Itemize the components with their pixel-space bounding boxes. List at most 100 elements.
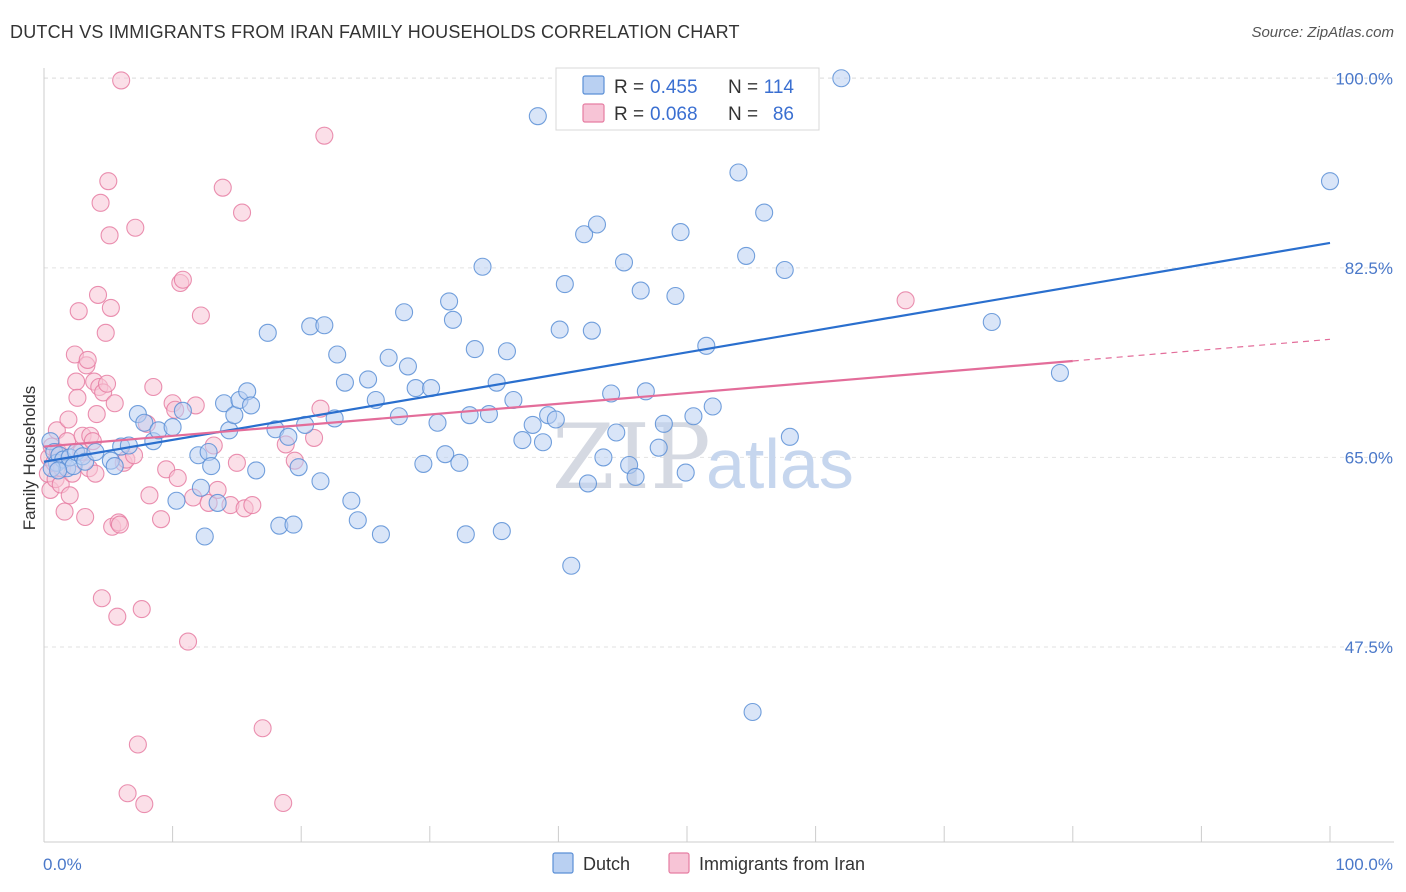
point-iran-12 [59, 410, 78, 429]
point-dutch-15 [105, 457, 124, 476]
point-dutch-114 [1050, 363, 1069, 382]
point-dutch-111 [780, 427, 799, 446]
point-dutch-109 [755, 203, 774, 222]
chart-title: DUTCH VS IMMIGRANTS FROM IRAN FAMILY HOU… [10, 22, 740, 42]
point-dutch-108 [743, 702, 762, 722]
point-iran-37 [99, 172, 118, 191]
point-dutch-78 [523, 415, 542, 434]
point-dutch-102 [676, 463, 695, 482]
stats-dutch-n-label: N = [728, 77, 758, 98]
source-credit: Source: ZipAtlas.com [1251, 24, 1394, 41]
point-dutch-90 [594, 448, 613, 467]
point-dutch-12 [49, 461, 68, 480]
point-dutch-24 [173, 401, 192, 420]
point-iran-39 [101, 298, 120, 317]
point-dutch-47 [315, 316, 334, 335]
point-dutch-43 [289, 458, 308, 477]
point-dutch-80 [533, 433, 553, 452]
y-tick-label-0: 47.5% [1345, 638, 1393, 657]
point-dutch-50 [335, 373, 354, 392]
point-dutch-101 [671, 223, 690, 242]
legend-swatch-iran [668, 852, 690, 874]
point-iran-17 [68, 388, 87, 407]
point-iran-74 [232, 203, 252, 222]
point-iran-55 [140, 486, 159, 505]
data-points [38, 69, 1340, 814]
point-iran-38 [100, 226, 119, 245]
point-iran-77 [253, 719, 272, 738]
point-dutch-33 [225, 406, 244, 425]
point-iran-32 [91, 193, 110, 212]
point-dutch-51 [342, 491, 361, 510]
point-dutch-66 [443, 310, 462, 329]
point-dutch-110 [775, 260, 794, 280]
point-iran-57 [151, 510, 171, 529]
point-dutch-89 [587, 215, 607, 234]
point-dutch-77 [513, 431, 532, 450]
point-iran-33 [92, 589, 111, 608]
trendline-dutch [43, 241, 1331, 463]
stats-dutch-r-value: 0.455 [650, 77, 698, 98]
grid-lines [44, 77, 1394, 648]
point-dutch-55 [371, 525, 390, 544]
point-dutch-82 [546, 410, 565, 429]
point-iran-18 [69, 302, 88, 321]
point-iran-36 [97, 374, 117, 393]
point-dutch-115 [1320, 172, 1340, 191]
trend-lines [43, 241, 1331, 463]
point-dutch-68 [456, 525, 475, 544]
point-iran-83 [315, 126, 334, 145]
point-dutch-95 [626, 467, 645, 486]
point-iran-63 [173, 270, 192, 289]
point-dutch-61 [414, 454, 433, 473]
point-dutch-91 [602, 384, 621, 403]
point-dutch-70 [465, 340, 484, 359]
point-dutch-38 [258, 323, 277, 342]
point-dutch-65 [440, 292, 459, 311]
stats-iran-n-value: 86 [773, 104, 794, 125]
point-dutch-56 [379, 348, 398, 367]
point-dutch-53 [359, 370, 378, 389]
point-iran-67 [191, 306, 210, 325]
stats-swatch-dutch [582, 75, 605, 95]
point-iran-42 [108, 607, 127, 626]
point-iran-10 [55, 502, 74, 521]
point-iran-53 [135, 795, 154, 814]
point-dutch-63 [428, 413, 447, 432]
stats-iran-r-label: R = [614, 104, 644, 125]
point-dutch-88 [582, 321, 601, 340]
legend-swatch-dutch [552, 852, 574, 874]
point-dutch-28 [195, 527, 214, 546]
point-dutch-113 [982, 312, 1001, 332]
point-dutch-37 [247, 461, 266, 480]
point-iran-21 [76, 507, 95, 527]
stats-iran-r-value: 0.068 [650, 104, 698, 125]
point-iran-84 [896, 291, 915, 310]
point-dutch-104 [697, 336, 716, 355]
point-dutch-106 [729, 163, 748, 182]
point-dutch-30 [208, 493, 227, 512]
y-tick-labels: 47.5% 65.0% 82.5% 100.0% [1335, 69, 1393, 657]
point-dutch-75 [497, 342, 517, 361]
point-dutch-103 [684, 407, 703, 426]
trendline-iran [43, 359, 1073, 448]
point-dutch-105 [703, 397, 722, 416]
point-dutch-92 [607, 423, 626, 442]
point-iran-61 [168, 468, 187, 488]
point-dutch-96 [631, 281, 650, 300]
point-dutch-36 [241, 396, 261, 415]
point-dutch-64 [436, 445, 455, 464]
point-dutch-22 [163, 418, 182, 437]
point-dutch-42 [284, 515, 303, 534]
legend-label-dutch: Dutch [583, 854, 630, 874]
point-dutch-98 [649, 438, 668, 457]
point-iran-73 [227, 453, 246, 472]
x-tick-label-0: 0.0% [43, 855, 82, 874]
watermark-atlas: atlas [706, 425, 854, 503]
point-dutch-26 [191, 478, 210, 497]
point-dutch-52 [348, 511, 367, 530]
point-iran-28 [86, 464, 105, 483]
point-dutch-99 [654, 414, 673, 433]
point-dutch-69 [460, 406, 479, 425]
